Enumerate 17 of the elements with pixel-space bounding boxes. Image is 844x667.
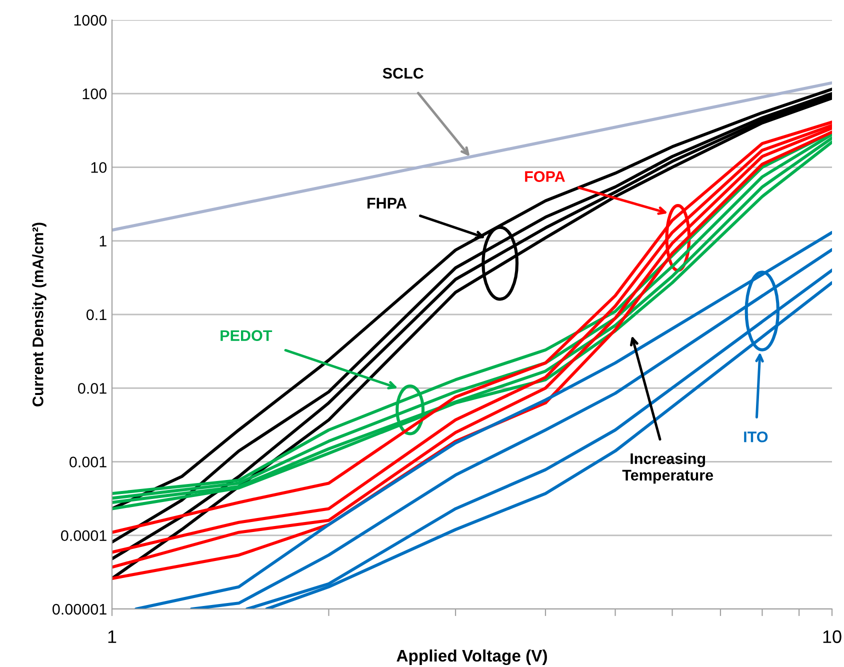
y-tick-label: 0.001 [70, 456, 106, 468]
y-tick-label: 0.00001 [52, 604, 106, 615]
y-tick-label: 100 [82, 88, 107, 100]
y-tick-label: 0.1 [86, 309, 106, 320]
y-tick-label: 10 [91, 162, 107, 173]
annotation: FOPA [525, 171, 565, 182]
x-axis-title: Applied Voltage (V) [396, 649, 547, 666]
annotation: Increasing Temperature [622, 452, 714, 484]
y-tick-label: 0.0001 [61, 530, 106, 542]
annotation: SCLC [382, 68, 424, 79]
annotation: FHPA [368, 198, 407, 208]
annotation: PEDOT [220, 330, 272, 341]
y-tick-label: 0.01 [78, 382, 106, 394]
y-axis-title: Current Density (mA/cm²) [32, 222, 46, 406]
y-tick-label: 1 [100, 236, 106, 246]
y-tick-label: 1000 [74, 14, 107, 26]
annotation: ITO [744, 431, 768, 442]
